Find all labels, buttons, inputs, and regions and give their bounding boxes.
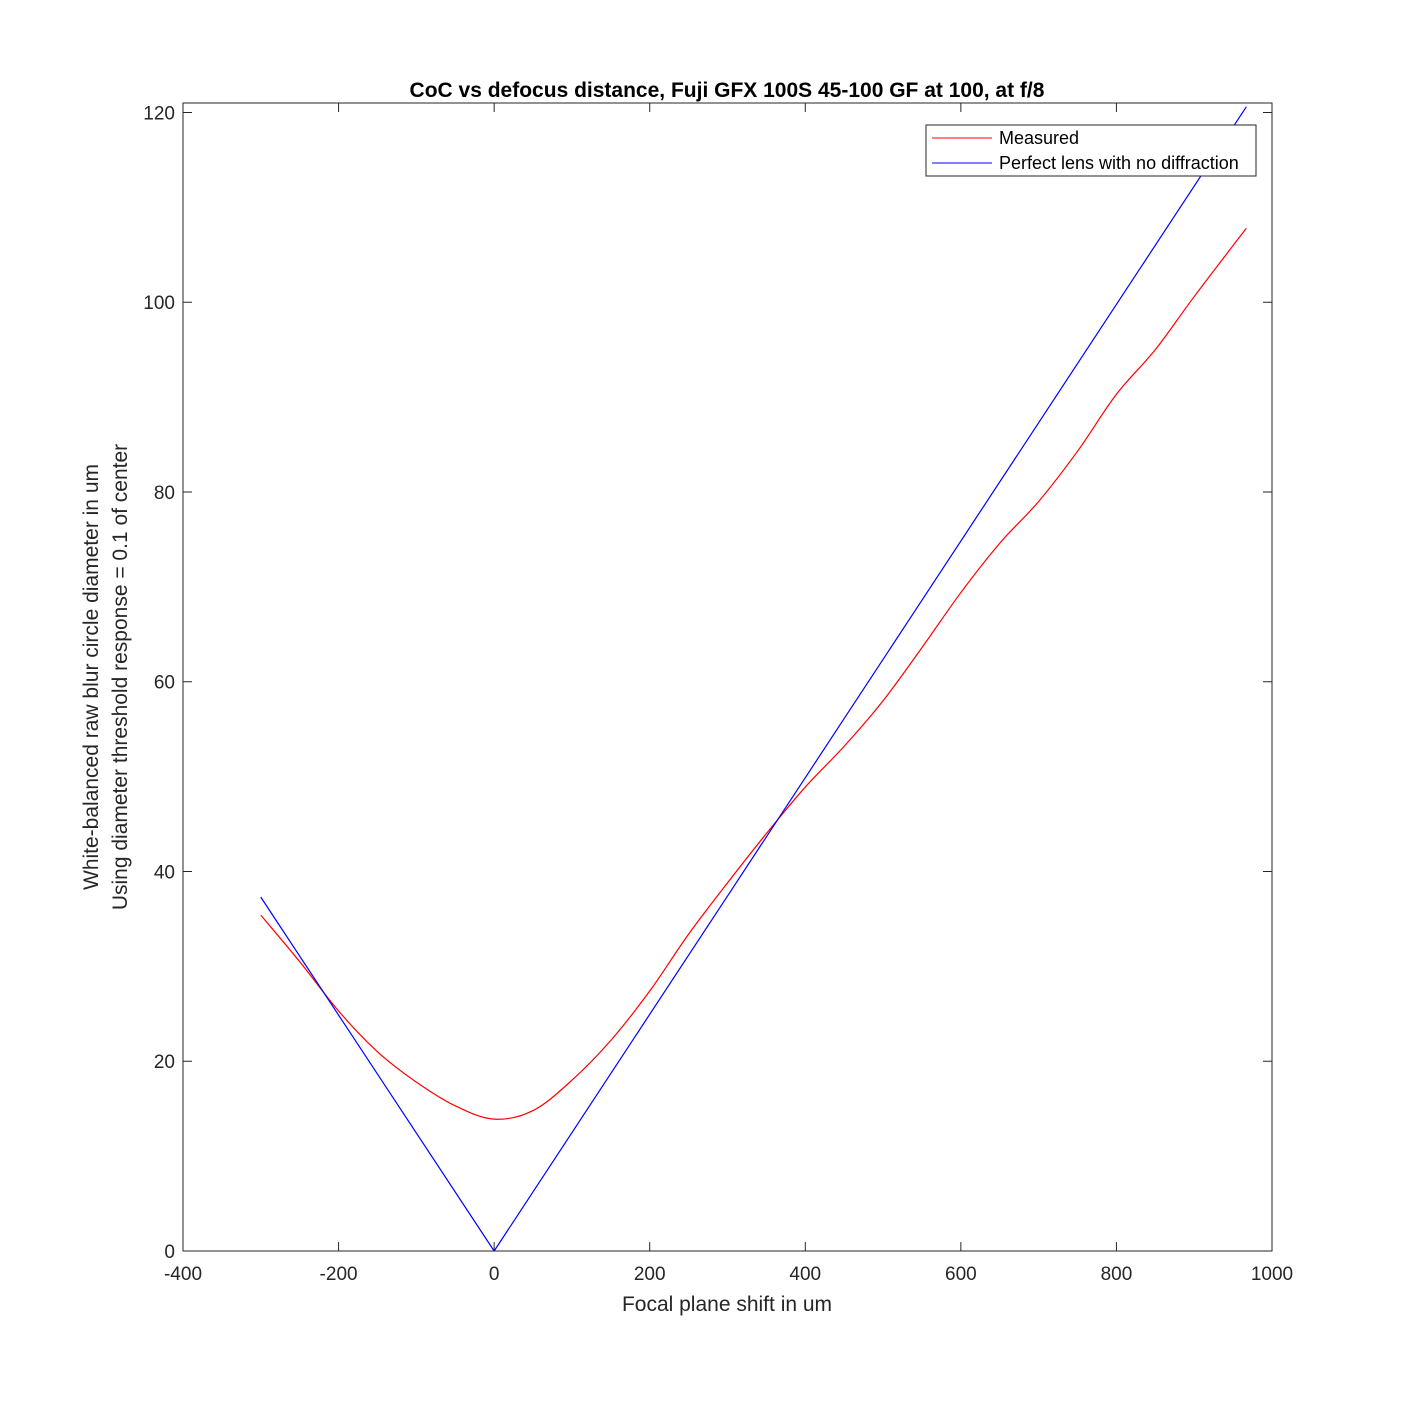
x-tick-label: 600 <box>945 1264 977 1285</box>
legend-label-perfect-lens: Perfect lens with no diffraction <box>999 153 1239 173</box>
x-tick-label: 0 <box>489 1264 500 1285</box>
y-axis-label-line1: White-balanced raw blur circle diameter … <box>80 464 103 890</box>
y-tick-label: 60 <box>154 673 175 694</box>
x-tick-label: 400 <box>789 1264 821 1285</box>
x-axis-label: Focal plane shift in um <box>622 1293 832 1316</box>
x-tick-label: -200 <box>320 1264 358 1285</box>
x-tick-label: -400 <box>164 1264 202 1285</box>
legend-box <box>925 124 1257 177</box>
x-tick-label: 200 <box>634 1264 666 1285</box>
plot-area-background <box>183 103 1272 1251</box>
legend: Measured Perfect lens with no diffractio… <box>925 124 1257 177</box>
y-tick-label: 80 <box>154 483 175 504</box>
y-tick-label: 20 <box>154 1052 175 1073</box>
x-axis-ticks: -400 -200 0 200 400 600 800 1000 <box>164 103 1293 1285</box>
y-tick-label: 0 <box>164 1242 175 1263</box>
y-axis-ticks: 0 20 40 60 80 100 120 <box>143 103 1272 1263</box>
legend-label-measured: Measured <box>999 128 1079 148</box>
y-tick-label: 120 <box>143 103 175 124</box>
chart-title: CoC vs defocus distance, Fuji GFX 100S 4… <box>410 79 1045 102</box>
y-tick-label: 100 <box>143 293 175 314</box>
series-line-measured <box>260 227 1247 1120</box>
y-tick-label: 40 <box>154 862 175 883</box>
plot-area-border <box>182 102 1273 1252</box>
y-axis-label-line2: Using diameter threshold response = 0.1 … <box>109 444 132 910</box>
x-tick-label: 1000 <box>1251 1264 1293 1285</box>
x-tick-label: 800 <box>1101 1264 1133 1285</box>
